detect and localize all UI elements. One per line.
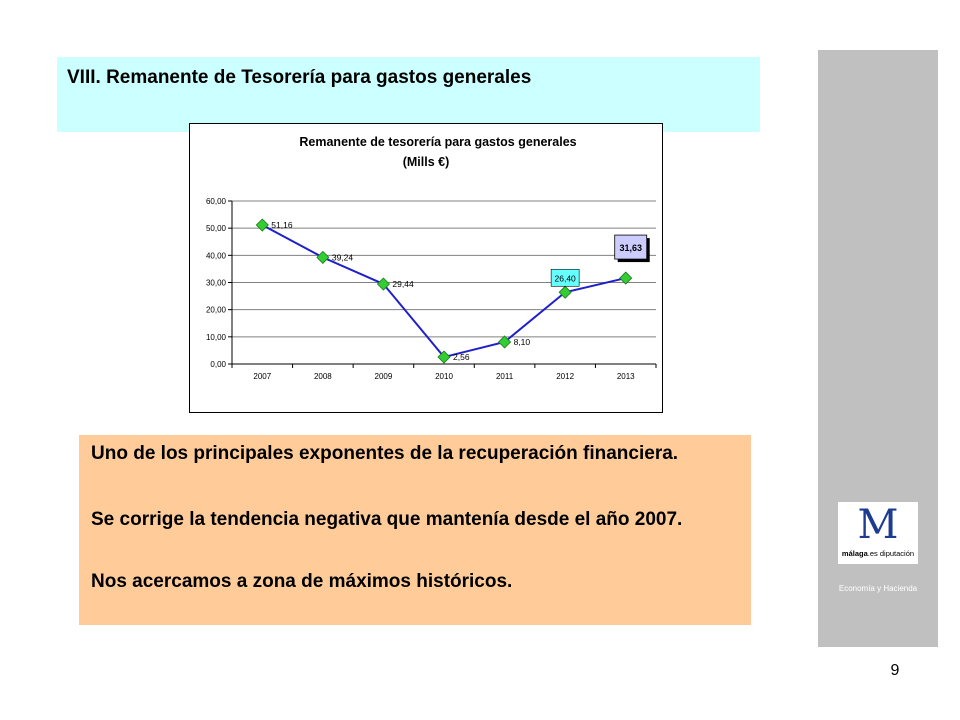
data-point [255,218,269,232]
data-label: 29,44 [392,279,414,289]
slide-title: VIII. Remanente de Tesorería para gastos… [67,67,532,88]
page-number: 9 [890,662,900,679]
data-label: 26,40 [555,273,577,283]
department-label: Economía y Hacienda [838,584,918,593]
y-tick-label: 60,00 [206,197,227,206]
title-banner: VIII. Remanente de Tesorería para gastos… [57,57,760,132]
x-tick-label: 2009 [375,372,393,381]
x-tick-label: 2011 [496,372,514,381]
data-label: 39,24 [332,252,354,262]
paragraph-3: Nos acercamos a zona de máximos históric… [91,571,513,592]
data-label: 2,56 [453,352,470,362]
y-tick-label: 50,00 [206,224,227,233]
logo-wordmark-bold: málaga [841,549,868,558]
y-tick-label: 20,00 [206,306,227,315]
data-label: 8,10 [514,337,531,347]
data-label: 51,16 [271,220,293,230]
data-point [376,277,390,291]
logo-wordmark: málaga.es diputación [840,549,916,558]
chart-title: Remanente de tesorería para gastos gener… [299,135,576,149]
y-tick-label: 30,00 [206,279,227,288]
logo-m-mark: M [857,502,899,548]
x-tick-label: 2007 [253,372,271,381]
paragraph-2: Se corrige la tendencia negativa que man… [91,509,683,530]
chart-frame: Remanente de tesorería para gastos gener… [189,123,663,413]
y-tick-label: 10,00 [206,333,227,342]
malaga-diputacion-logo: M málaga.es diputación [838,502,918,564]
x-tick-label: 2012 [556,372,574,381]
data-point [558,285,572,299]
y-tick-label: 40,00 [206,251,227,260]
paragraph-1: Uno de los principales exponentes de la … [91,443,679,464]
data-point [316,250,330,264]
summary-box: Uno de los principales exponentes de la … [79,435,751,625]
data-point [437,350,451,364]
data-point [619,271,633,285]
logo-wordmark-rest: .es diputación [867,549,915,558]
data-label-box [614,234,648,260]
side-panel: M málaga.es diputación Economía y Hacien… [818,50,938,647]
x-tick-label: 2010 [435,372,453,381]
x-tick-label: 2013 [617,372,635,381]
data-label: 31,63 [619,243,642,253]
y-tick-label: 0,00 [210,360,226,369]
chart-subtitle: (Mills €) [403,155,450,169]
data-point [498,335,512,349]
line-chart: Remanente de tesorería para gastos gener… [206,135,657,381]
data-label-box [550,268,580,287]
x-tick-label: 2008 [314,372,332,381]
